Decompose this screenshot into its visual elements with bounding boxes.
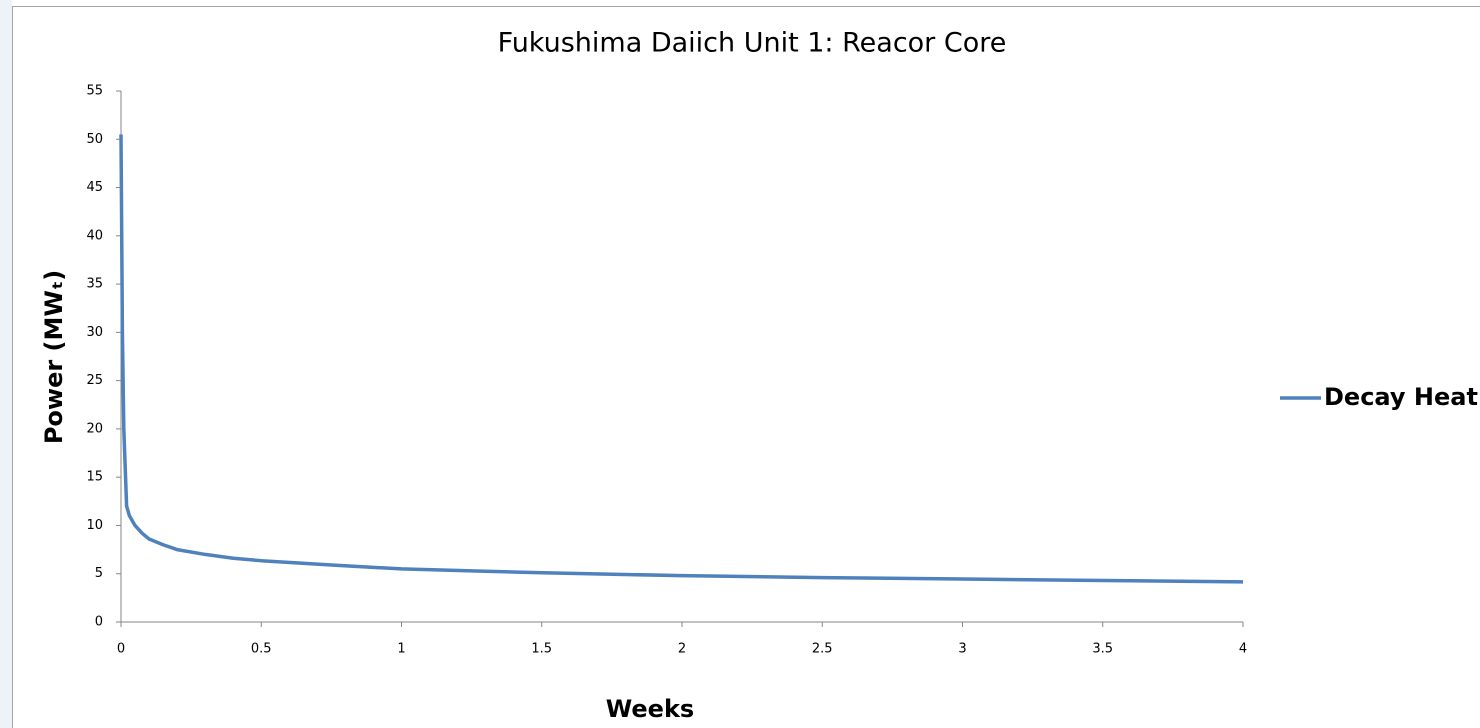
y-tick-label: 25 [86, 373, 103, 388]
y-tick-label: 10 [86, 518, 103, 533]
x-tick-label: 0 [117, 642, 125, 657]
y-tick-label: 45 [86, 180, 103, 195]
x-tick-label: 3.5 [1092, 642, 1113, 657]
chart-title: Fukushima Daiich Unit 1: Reacor Core [498, 28, 1007, 59]
x-tick-label: 2.5 [812, 642, 833, 657]
y-tick-label: 35 [86, 277, 103, 292]
data-line [119, 134, 1244, 584]
y-tick-label: 15 [86, 470, 103, 485]
y-tick-label: 55 [86, 84, 103, 99]
x-tick-label: 0.5 [251, 642, 272, 657]
window-edge [0, 0, 12, 728]
x-tick-label: 1.5 [531, 642, 552, 657]
x-tick-label: 3 [958, 642, 966, 657]
y-tick-label: 50 [86, 132, 103, 147]
legend-label: Decay Heat [1324, 383, 1478, 411]
y-tick-label: 20 [86, 421, 103, 436]
x-tick-label: 2 [678, 642, 686, 657]
y-axis-title: Power (MWₜ) [40, 270, 68, 444]
y-tick-label: 0 [95, 615, 103, 630]
x-tick-label: 4 [1239, 642, 1247, 657]
x-tick-label: 1 [397, 642, 405, 657]
y-tick-label: 40 [86, 228, 103, 243]
x-axis-title: Weeks [606, 695, 694, 723]
chart-border [12, 6, 1480, 728]
y-tick-label: 5 [95, 566, 103, 581]
y-tick-label: 30 [86, 325, 103, 340]
